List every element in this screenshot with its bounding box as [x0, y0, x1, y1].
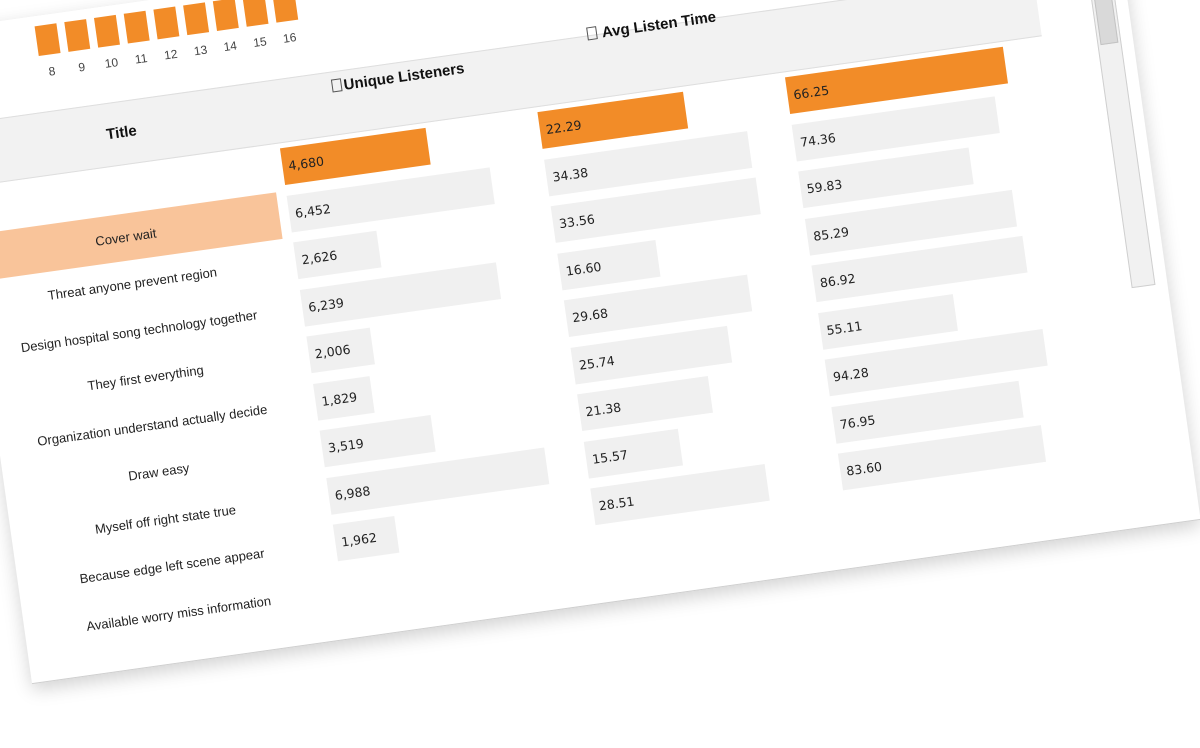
x-tick-label: 8 — [47, 63, 57, 79]
chart-bar — [64, 19, 91, 52]
column-icon — [586, 26, 598, 41]
column-header-title[interactable]: Title — [105, 122, 138, 144]
x-tick-label: 15 — [252, 34, 268, 50]
x-tick-label: 9 — [77, 59, 87, 75]
chart-bar — [153, 6, 180, 40]
chart-bar — [123, 10, 150, 44]
x-tick-label: 11 — [133, 51, 149, 67]
chart-bar — [272, 0, 299, 23]
scrollbar-thumb[interactable] — [1076, 0, 1119, 46]
chart-bar — [242, 0, 269, 27]
chart-bar — [34, 23, 61, 57]
vertical-scrollbar[interactable] — [1072, 0, 1156, 289]
chart-bar — [212, 0, 239, 31]
x-tick-label: 12 — [163, 46, 179, 63]
column-icon — [330, 78, 343, 93]
dashboard-panel: 8 9 10 11 12 13 14 15 16 Title Unique Listeners … — [0, 0, 1200, 685]
chart-bar — [93, 14, 120, 48]
chart-bar — [183, 2, 210, 36]
column-header-unique-listeners[interactable]: Unique Listeners — [330, 60, 466, 95]
x-tick-label: 10 — [103, 55, 120, 71]
x-tick-label: 16 — [282, 30, 298, 46]
tracks-table: Title Unique Listeners Avg Listen Time 4… — [0, 0, 1048, 634]
x-tick-label: 13 — [192, 42, 209, 59]
x-tick-label: 14 — [222, 38, 238, 55]
